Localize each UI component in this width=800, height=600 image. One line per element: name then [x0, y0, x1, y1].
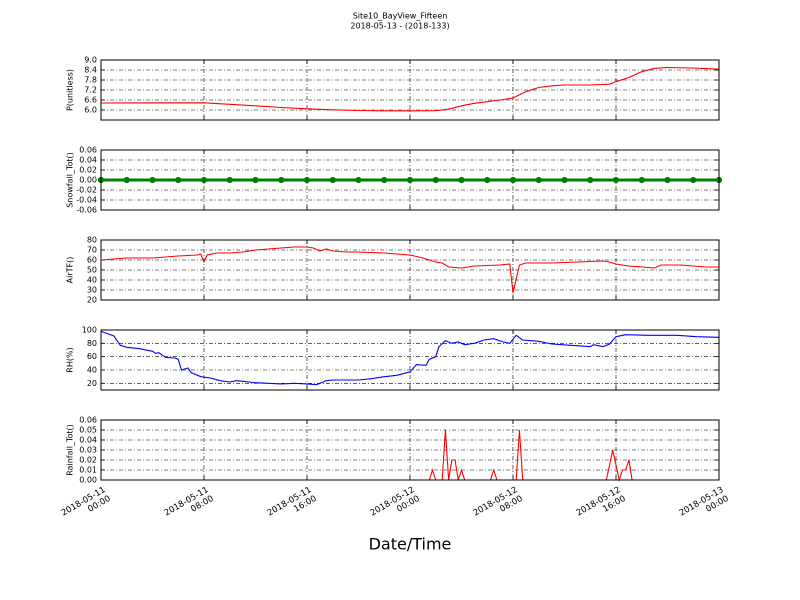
data-point: [200, 176, 208, 184]
y-tick-label: 8.4: [84, 66, 97, 75]
y-tick-label: 7.8: [84, 76, 97, 85]
data-point: [278, 176, 285, 184]
data-line: [100, 66, 720, 112]
plot-frame: [100, 419, 720, 481]
y-axis-label: RH(%): [66, 347, 75, 372]
y-tick-label: 20: [87, 296, 97, 305]
data-point: [123, 176, 130, 184]
y-tick-label: 0.02: [79, 166, 97, 175]
y-tick-label: 0.04: [79, 156, 97, 165]
y-tick-label: 9.0: [84, 56, 97, 65]
data-point: [303, 176, 311, 184]
x-axis-label: Date/Time: [369, 535, 452, 554]
y-tick-label: 70: [87, 246, 97, 255]
y-tick-label: 50: [87, 266, 97, 275]
data-point: [638, 176, 645, 184]
data-point: [690, 176, 697, 184]
y-tick-label: -0.04: [76, 196, 97, 205]
data-line: [100, 246, 719, 294]
y-tick-label: 40: [87, 366, 97, 375]
data-line: [100, 330, 720, 386]
y-axis-label: Snowfall_Tot(): [66, 152, 75, 208]
y-tick-label: 80: [87, 236, 97, 245]
data-point: [406, 176, 414, 184]
data-point: [149, 176, 156, 184]
chart-subtitle: 2018-05-13 - (2018-133): [350, 22, 449, 31]
data-point: [329, 176, 336, 184]
data-point: [509, 176, 517, 184]
y-axis-label: P(unitless): [66, 69, 75, 111]
y-tick-label: 20: [87, 379, 97, 388]
y-tick-label: 0.04: [79, 436, 97, 445]
data-line: [101, 429, 719, 483]
y-axis-label: Rainfall_Tot(): [66, 424, 75, 476]
data-point: [612, 176, 620, 184]
y-tick-label: 60: [87, 256, 97, 265]
y-tick-label: 0.02: [79, 456, 97, 465]
y-tick-label: 6.6: [84, 96, 97, 105]
y-tick-label: 100: [82, 326, 97, 335]
y-tick-label: -0.02: [76, 186, 97, 195]
y-tick-label: 0.05: [79, 426, 97, 435]
y-tick-label: 80: [87, 339, 97, 348]
data-point: [432, 176, 439, 184]
y-tick-label: 0.00: [79, 476, 97, 485]
plot-frame: [100, 149, 720, 211]
data-point: [535, 176, 542, 184]
data-point: [226, 176, 233, 184]
data-point: [664, 176, 671, 184]
y-tick-label: 0.03: [79, 446, 97, 455]
y-tick-label: 6.0: [84, 106, 97, 115]
y-tick-label: 60: [87, 352, 97, 361]
data-point: [252, 176, 259, 184]
y-tick-label: -0.06: [76, 206, 97, 215]
data-point: [561, 176, 568, 184]
data-point: [458, 176, 465, 184]
y-tick-label: 7.2: [84, 86, 97, 95]
chart-title: Site10_BayView_Fifteen: [353, 12, 448, 21]
data-point: [587, 176, 594, 184]
data-point: [484, 176, 491, 184]
data-point: [175, 176, 182, 184]
data-point: [381, 176, 388, 184]
y-tick-label: 30: [87, 286, 97, 295]
y-tick-label: 0.06: [79, 416, 97, 425]
y-tick-label: 0.06: [79, 146, 97, 155]
y-tick-label: 0.01: [79, 466, 97, 475]
plot-frame: [100, 239, 720, 301]
data-point: [355, 176, 362, 184]
plot-frame: [100, 329, 720, 391]
y-tick-label: 0.00: [79, 176, 97, 185]
y-tick-label: 40: [87, 276, 97, 285]
y-axis-label: AirTF(): [66, 257, 75, 284]
plot-frame: [100, 59, 720, 121]
